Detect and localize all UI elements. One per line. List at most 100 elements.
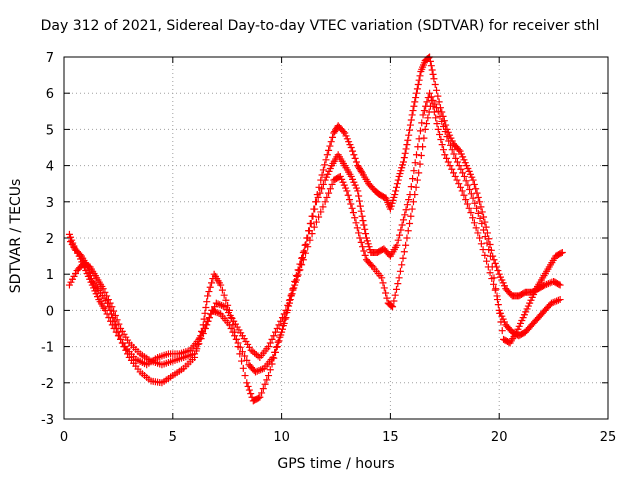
data-point-track-c [382,289,390,297]
data-point-track-b [405,196,413,204]
data-point-track-c [415,169,423,177]
data-point-track-c [462,196,470,204]
data-point-track-c [491,286,499,294]
data-point-track-a [318,171,326,179]
data-point-track-a [222,296,230,304]
data-point-track-b [397,226,405,234]
data-point-track-c [557,249,565,257]
data-point-track-c [441,151,449,159]
data-point-track-a [392,183,400,191]
data-point-track-c [353,224,361,232]
data-point-track-c [470,219,478,227]
data-point-track-c [205,314,213,322]
data-point-track-b [110,307,118,315]
data-point-track-c [284,301,292,309]
data-point-track-b [357,207,365,215]
y-tick-label: 0 [46,304,54,319]
data-point-track-c [347,200,355,208]
data-point-track-c [399,254,407,262]
data-point-track-b [420,107,428,115]
data-point-track-a [409,107,417,115]
data-point-track-c [465,204,473,212]
data-point-track-b [297,260,305,268]
data-point-track-b [467,190,475,198]
data-point-track-c [312,218,320,226]
data-point-track-b [478,220,486,228]
data-point-track-b [403,201,411,209]
data-point-track-c [402,241,410,249]
data-point-track-c [403,234,411,242]
data-point-track-b [410,167,418,175]
data-point-track-c [456,183,464,191]
data-point-track-b [462,177,470,185]
data-point-track-c [319,203,327,211]
data-point-track-b [418,119,426,127]
data-point-track-b [241,352,249,360]
data-point-track-b [319,180,327,188]
data-point-track-a [357,167,365,175]
data-point-track-a [414,81,422,89]
data-point-track-c [204,317,212,325]
plot-frame [63,56,609,420]
data-point-track-c [483,257,491,265]
data-point-track-c [432,114,440,122]
data-point-track-a [399,158,407,166]
data-point-track-c [490,280,498,288]
data-point-track-a [477,203,485,211]
x-tick-label: 10 [273,430,290,445]
data-point-track-a [204,292,212,300]
data-point-track-b [402,206,410,214]
data-point-track-a [556,281,564,289]
data-point-track-c [388,302,396,310]
data-point-track-c [455,180,463,188]
data-point-track-a [427,62,435,70]
data-point-track-a [350,151,358,159]
data-point-track-c [323,193,331,201]
data-point-track-b [316,189,324,197]
data-point-track-c [494,301,502,309]
data-point-track-b [286,296,294,304]
data-point-track-a [434,92,442,100]
data-point-track-b [445,137,453,145]
axis-ticks: 0 5 10 15 20 25 -3 -2 -1 0 1 2 3 4 5 6 7 [41,51,616,445]
data-point-track-b [394,236,402,244]
data-point-track-c [105,314,113,322]
data-point-track-b [243,356,251,364]
data-point-track-a [402,145,410,153]
data-point-track-c [404,227,412,235]
data-point-track-a [412,94,420,102]
data-point-track-c [469,214,477,222]
data-point-track-a [206,283,214,291]
chart-title: Day 312 of 2021, Sidereal Day-to-day VTE… [40,18,600,34]
data-point-track-a [325,146,333,154]
data-point-track-b [441,128,449,136]
data-point-track-b [448,146,456,154]
data-point-track-c [306,236,314,244]
data-point-track-c [438,141,446,149]
data-point-track-a [202,304,210,312]
data-point-track-b [314,193,322,201]
data-point-track-a [425,54,433,62]
data-point-track-b [396,231,404,239]
y-tick-label: -3 [41,413,54,428]
y-axis-label: SDTVAR / TECUs [8,178,24,294]
data-point-track-c [437,136,445,144]
x-tick-label: 25 [600,430,617,445]
data-point-track-c [498,327,506,335]
data-point-track-c [317,208,325,216]
data-point-track-b [401,211,409,219]
data-point-track-c [277,317,285,325]
data-point-track-b [99,285,107,293]
data-point-track-c [416,160,424,168]
data-point-track-c [107,317,115,325]
data-point-track-c [448,165,456,173]
data-point-track-a [431,81,439,89]
data-point-track-a [403,141,411,149]
data-point-track-b [474,209,482,217]
data-point-track-c [282,306,290,314]
data-point-track-c [360,247,368,255]
data-point-track-a [352,158,360,166]
data-point-track-c [291,281,299,289]
data-point-track-b [191,350,199,358]
data-point-track-a [401,149,409,157]
